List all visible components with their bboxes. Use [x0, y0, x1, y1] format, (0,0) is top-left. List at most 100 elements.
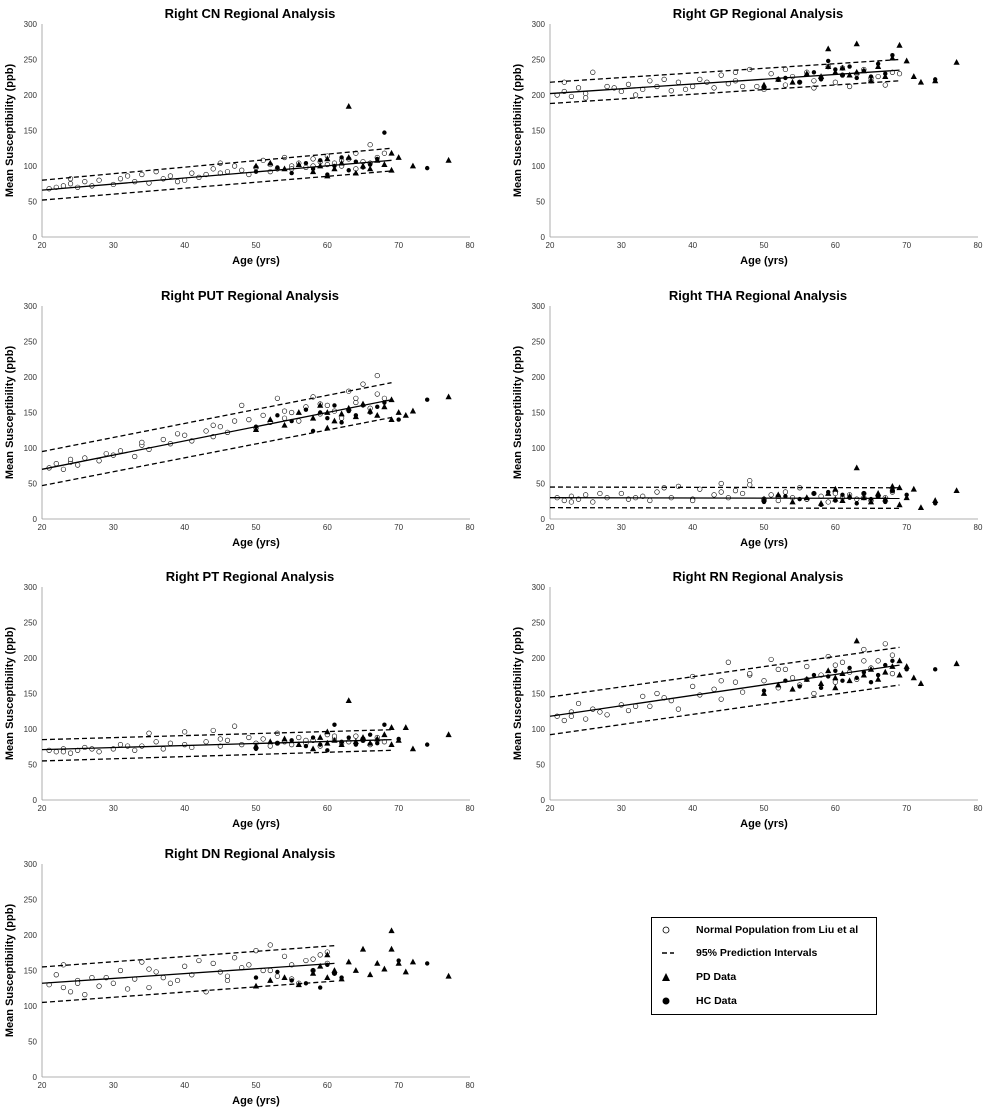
normal-point	[246, 417, 252, 423]
normal-point	[189, 170, 195, 176]
x-tick-label: 70	[394, 804, 403, 813]
x-tick-label: 30	[109, 523, 118, 532]
normal-point	[583, 716, 589, 722]
chart-put: Right PUT Regional Analysis 20 30 40 50 60 70 8…	[4, 288, 475, 549]
regression-line	[41, 399, 392, 470]
normal-point	[782, 489, 789, 495]
pd-point	[832, 68, 839, 75]
hc-point	[811, 491, 817, 496]
normal-point	[232, 955, 238, 961]
normal-point	[260, 412, 266, 418]
pd-point	[832, 674, 839, 681]
pd-point	[367, 971, 374, 978]
x-tick-label: 60	[323, 241, 332, 250]
x-tick-label: 40	[688, 804, 697, 813]
y-axis-label: Mean Susceptibility (ppb)	[4, 64, 16, 198]
normal-point	[568, 93, 575, 100]
y-tick-label: 0	[33, 233, 38, 242]
normal-point	[160, 746, 166, 752]
pd-point	[775, 491, 782, 498]
x-tick-label: 40	[180, 241, 189, 250]
normal-point	[153, 739, 159, 745]
x-tick-label: 40	[180, 804, 189, 813]
normal-point	[847, 83, 853, 90]
hc-point	[253, 169, 259, 174]
pd-point	[324, 155, 331, 162]
normal-point	[260, 736, 266, 742]
hc-point	[318, 985, 323, 990]
hc-point	[783, 75, 788, 81]
normal-point	[367, 142, 373, 148]
normal-point	[82, 179, 88, 185]
normal-point	[381, 150, 388, 156]
x-tick-label: 20	[546, 241, 555, 250]
normal-point	[889, 671, 896, 677]
x-tick-label: 70	[902, 241, 911, 250]
pd-point	[860, 671, 867, 678]
normal-point	[210, 960, 216, 966]
normal-point	[682, 86, 689, 92]
normal-point	[575, 700, 582, 707]
pi-lower-line	[41, 749, 392, 762]
normal-point	[46, 186, 52, 192]
normal-point	[625, 707, 632, 714]
normal-point	[160, 436, 166, 443]
normal-point	[811, 690, 817, 697]
hc-point	[811, 70, 817, 75]
pd-point	[953, 58, 960, 65]
pd-point	[789, 685, 796, 692]
normal-point	[597, 490, 603, 497]
y-tick-label: 200	[24, 91, 38, 100]
y-tick-label: 250	[24, 56, 38, 65]
normal-point	[690, 683, 696, 689]
normal-point	[146, 730, 152, 736]
x-tick-label: 60	[831, 523, 840, 532]
x-tick-label: 80	[466, 241, 475, 250]
normal-point	[174, 977, 181, 984]
pd-point	[395, 154, 402, 160]
hc-point	[346, 735, 351, 740]
pd-point	[345, 404, 352, 411]
normal-point	[882, 82, 888, 88]
x-tick-label: 30	[109, 1081, 118, 1090]
pd-point	[252, 982, 260, 989]
normal-point	[654, 690, 660, 697]
pd-point	[267, 977, 274, 983]
normal-point	[217, 424, 223, 430]
normal-point	[96, 458, 102, 464]
normal-point	[647, 78, 653, 84]
normal-point	[590, 499, 596, 505]
pd-point	[803, 494, 810, 501]
y-tick-label: 300	[532, 302, 546, 311]
normal-point	[281, 415, 288, 421]
hc-point	[382, 400, 387, 405]
pi-lower-line	[41, 980, 335, 1004]
pd-point	[932, 77, 939, 84]
y-tick-label: 0	[541, 515, 546, 524]
pd-point	[267, 738, 274, 745]
pd-point	[367, 407, 374, 414]
pd-point	[409, 745, 417, 752]
pd-point	[896, 41, 903, 48]
pd-point	[402, 411, 409, 418]
regression-line	[549, 69, 900, 95]
normal-point	[132, 747, 138, 753]
pd-point	[338, 159, 345, 166]
pd-point	[345, 102, 352, 109]
y-tick-label: 50	[536, 198, 545, 207]
y-tick-label: 50	[536, 761, 545, 770]
chart-title: Right DN Regional Analysis	[165, 846, 336, 861]
normal-point	[711, 492, 717, 498]
pd-point	[381, 403, 388, 410]
pd-point	[853, 68, 860, 75]
normal-point	[160, 975, 166, 981]
hc-point	[826, 58, 831, 64]
normal-point	[224, 973, 231, 979]
y-tick-label: 300	[24, 302, 38, 311]
pd-point	[853, 464, 860, 471]
hc-point	[339, 420, 344, 425]
normal-point	[182, 729, 188, 735]
y-tick-label: 150	[24, 127, 38, 136]
pd-point	[817, 73, 825, 79]
pd-point	[882, 495, 889, 502]
